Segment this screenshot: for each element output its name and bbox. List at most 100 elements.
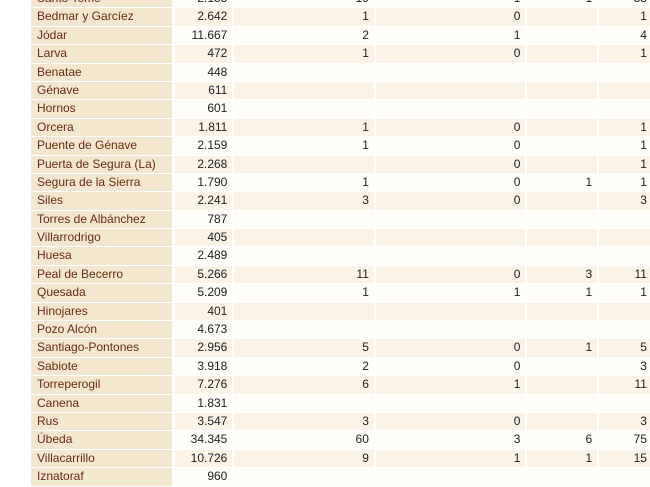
population-value: 1.831 — [174, 394, 233, 412]
population-value: 472 — [174, 45, 233, 63]
column-4-value: 1 — [527, 339, 598, 357]
municipality-name: Benatae — [31, 63, 172, 81]
table-row: Sabiote 3.918 2 0 3 — [31, 357, 650, 376]
municipality-name: Segura de la Sierra — [31, 173, 172, 192]
municipality-table: Santo Tomé2.155191133Bedmar y Garcíez2.6… — [31, 0, 650, 487]
population-value: 405 — [174, 229, 233, 247]
column-5-value — [599, 63, 650, 81]
column-2-value: 1 — [234, 45, 374, 63]
column-4-value — [527, 118, 598, 137]
column-5-value: 15 — [599, 449, 650, 468]
table-row: Génave 611 — [31, 81, 650, 100]
column-5-value: 1 — [599, 155, 650, 173]
column-3-value — [375, 63, 526, 81]
table-row: Peal de Becerro 5.266 11 0 3 11 — [31, 265, 650, 284]
column-3-value: 1 — [375, 26, 526, 45]
municipality-name: Peal de Becerro — [31, 265, 172, 284]
population-value: 5.266 — [174, 265, 233, 284]
municipality-name: Bedmar y Garcíez — [31, 8, 172, 26]
population-value: 787 — [174, 210, 233, 229]
population-value: 4.673 — [174, 321, 233, 339]
municipality-name: Puente de Génave — [31, 137, 172, 155]
table-row: Torres de Albánchez 787 — [31, 210, 650, 229]
column-4-value — [527, 155, 598, 173]
column-2-value: 19 — [234, 0, 374, 8]
population-value: 401 — [174, 302, 233, 321]
column-5-value: 3 — [599, 412, 650, 431]
column-3-value — [375, 100, 526, 118]
municipality-name: Hornos — [31, 100, 172, 118]
column-3-value: 1 — [375, 376, 526, 394]
table-row: Torreperogil 7.276 6 1 11 — [31, 376, 650, 394]
municipality-name: Santo Tomé — [31, 0, 172, 8]
column-4-value — [527, 192, 598, 210]
column-4-value — [527, 45, 598, 63]
table-row: Segura de la Sierra 1.790 1 0 1 1 — [31, 173, 650, 192]
column-4-value: 1 — [527, 173, 598, 192]
table-row: Villacarrillo 10.726 9 1 1 15 — [31, 449, 650, 468]
table-row: Úbeda 34.345 60 3 6 75 — [31, 431, 650, 449]
column-3-value: 0 — [375, 8, 526, 26]
table-row: Hinojares 401 — [31, 302, 650, 321]
column-4-value — [527, 302, 598, 321]
column-2-value — [234, 321, 374, 339]
table-row: Benatae 448 — [31, 63, 650, 81]
column-2-value — [234, 81, 374, 100]
column-2-value: 1 — [234, 284, 374, 302]
population-value: 2.956 — [174, 339, 233, 357]
municipality-name: Génave — [31, 81, 172, 100]
population-value: 960 — [174, 468, 233, 486]
column-2-value: 11 — [234, 265, 374, 284]
table-row: Iznatoraf 960 — [31, 468, 650, 486]
column-2-value — [234, 155, 374, 173]
population-value: 3.547 — [174, 412, 233, 431]
column-5-value: 5 — [599, 339, 650, 357]
population-value: 2.155 — [174, 0, 233, 8]
column-2-value: 5 — [234, 339, 374, 357]
column-2-value: 1 — [234, 118, 374, 137]
column-3-value: 1 — [375, 0, 526, 8]
column-3-value: 0 — [375, 137, 526, 155]
table-row: Villarrodrigo 405 — [31, 229, 650, 247]
column-2-value: 1 — [234, 137, 374, 155]
column-5-value — [599, 302, 650, 321]
column-4-value — [527, 26, 598, 45]
column-3-value — [375, 468, 526, 486]
column-4-value — [527, 376, 598, 394]
municipality-name: Úbeda — [31, 431, 172, 449]
column-2-value — [234, 247, 374, 265]
column-5-value: 3 — [599, 357, 650, 376]
column-5-value — [599, 321, 650, 339]
municipality-name: Siles — [31, 192, 172, 210]
population-value: 2.268 — [174, 155, 233, 173]
column-3-value: 0 — [375, 192, 526, 210]
column-4-value — [527, 137, 598, 155]
column-3-value: 0 — [375, 265, 526, 284]
table-row: Orcera 1.811 1 0 1 — [31, 118, 650, 137]
column-5-value — [599, 229, 650, 247]
population-value: 10.726 — [174, 449, 233, 468]
municipality-name: Pozo Alcón — [31, 321, 172, 339]
population-value: 11.667 — [174, 26, 233, 45]
population-value: 2.642 — [174, 8, 233, 26]
column-5-value — [599, 394, 650, 412]
column-4-value: 1 — [527, 0, 598, 8]
table-row: Santo Tomé2.155191133 — [31, 0, 650, 8]
municipality-name: Larva — [31, 45, 172, 63]
column-2-value: 2 — [234, 357, 374, 376]
column-3-value: 0 — [375, 357, 526, 376]
column-2-value: 3 — [234, 412, 374, 431]
population-value: 611 — [174, 81, 233, 100]
column-4-value — [527, 394, 598, 412]
municipality-name: Hinojares — [31, 302, 172, 321]
column-3-value: 0 — [375, 339, 526, 357]
column-2-value — [234, 302, 374, 321]
municipality-name: Villacarrillo — [31, 449, 172, 468]
table-row: Santiago-Pontones 2.956 5 0 1 5 — [31, 339, 650, 357]
column-4-value — [527, 81, 598, 100]
column-3-value: 0 — [375, 118, 526, 137]
column-2-value: 60 — [234, 431, 374, 449]
table-row: Puente de Génave 2.159 1 0 1 — [31, 137, 650, 155]
column-5-value — [599, 100, 650, 118]
column-2-value — [234, 229, 374, 247]
